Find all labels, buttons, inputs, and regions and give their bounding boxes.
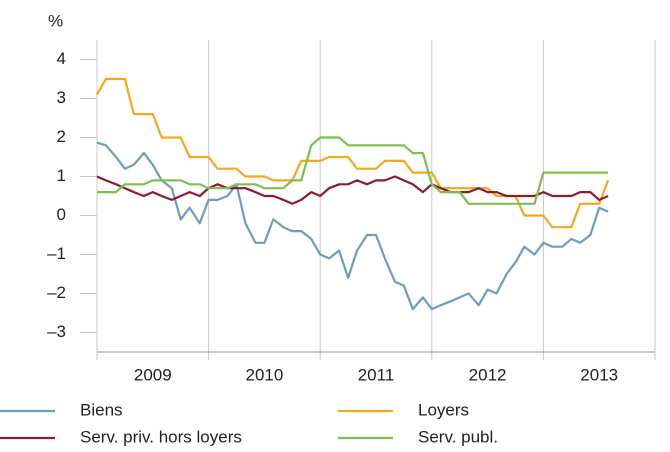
x-tick-label: 2011 bbox=[358, 365, 395, 384]
legend-label: Serv. priv. hors loyers bbox=[80, 427, 242, 446]
y-tick-label: 1 bbox=[57, 166, 66, 185]
series-line bbox=[97, 136, 609, 205]
legend-label: Biens bbox=[80, 400, 123, 419]
x-tick-label: 2009 bbox=[134, 365, 172, 384]
y-tick-label: –1 bbox=[47, 244, 66, 263]
series-line bbox=[96, 175, 609, 205]
legend-label: Loyers bbox=[418, 400, 469, 419]
x-tick-label: 2012 bbox=[469, 365, 507, 384]
y-tick-label: 3 bbox=[57, 88, 66, 107]
y-unit: % bbox=[48, 11, 63, 30]
x-tick-label: 2013 bbox=[580, 365, 618, 384]
series-line bbox=[96, 77, 610, 229]
y-tick-label: 4 bbox=[57, 49, 66, 68]
y-tick-label: –2 bbox=[47, 283, 66, 302]
series-line bbox=[96, 141, 609, 311]
x-tick-label: 2010 bbox=[245, 365, 283, 384]
legend-label: Serv. publ. bbox=[418, 427, 498, 446]
y-tick-label: 0 bbox=[57, 205, 66, 224]
y-tick-label: 2 bbox=[57, 127, 66, 146]
y-tick-label: –3 bbox=[47, 322, 66, 341]
